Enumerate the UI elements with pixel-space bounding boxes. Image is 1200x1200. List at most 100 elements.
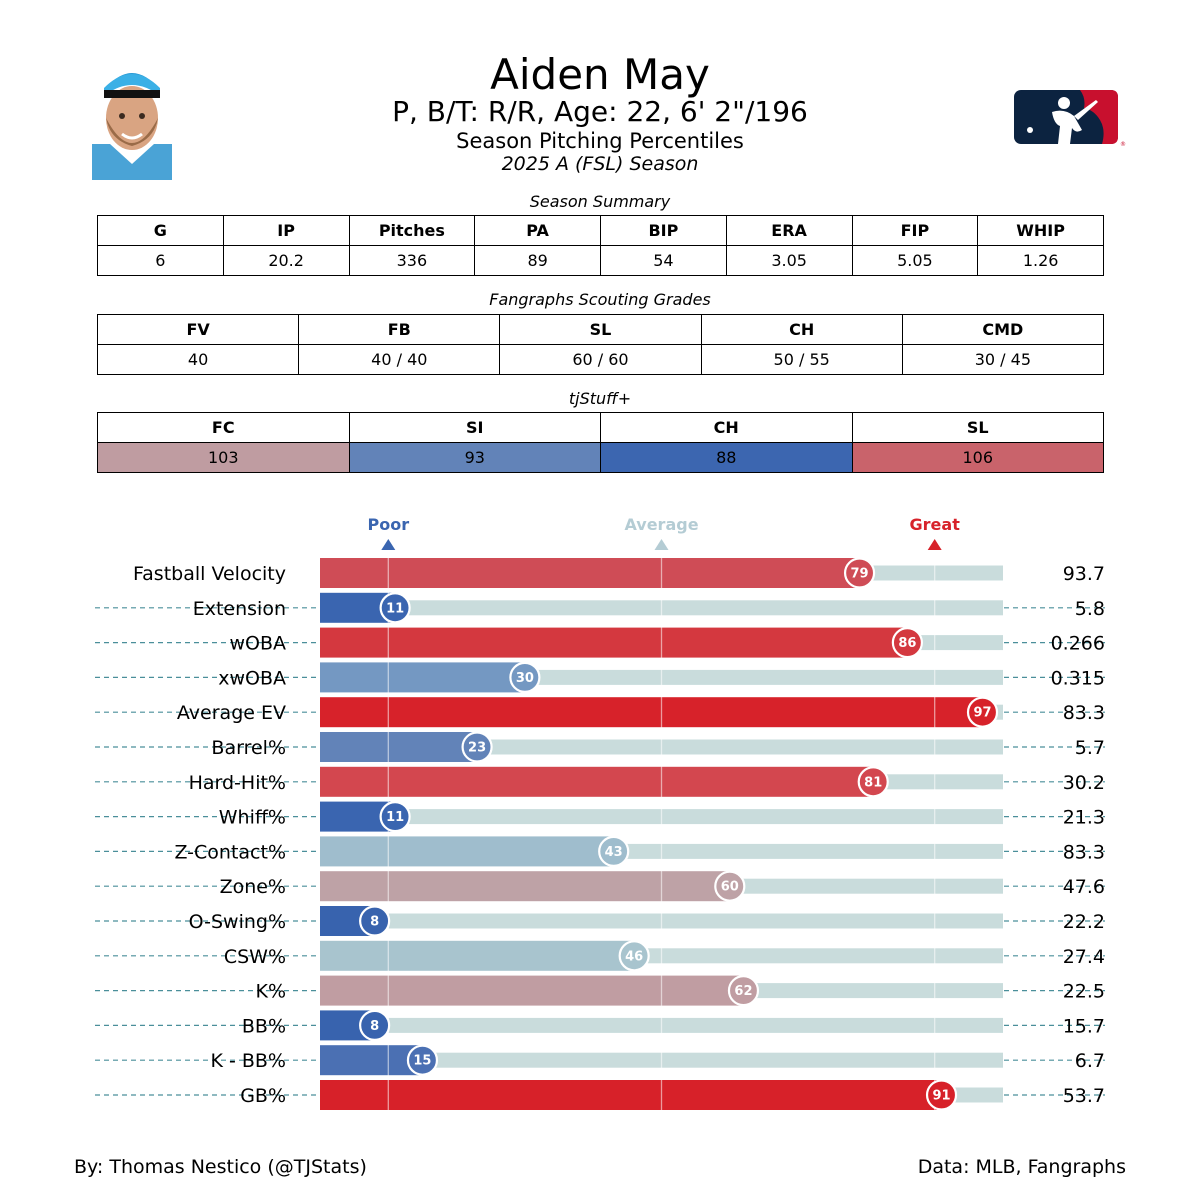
percentile-value: 30 xyxy=(516,671,534,686)
percentile-value: 91 xyxy=(932,1089,950,1104)
scouting-value: 40 / 40 xyxy=(298,344,501,375)
legend-great-label: Great xyxy=(910,515,961,534)
stat-value: 30.2 xyxy=(1063,772,1105,794)
summary-value: 6 xyxy=(97,245,224,276)
percentile-value: 97 xyxy=(973,706,991,721)
tjstuff-value: 93 xyxy=(348,442,601,473)
player-bio: P, B/T: R/R, Age: 22, 6' 2"/196 xyxy=(392,95,808,128)
percentile-value: 79 xyxy=(851,567,869,582)
svg-text:®: ® xyxy=(1120,141,1126,148)
mlb-logo: ® xyxy=(1014,90,1126,148)
scouting-value: 40 xyxy=(96,344,300,375)
scouting-header: FB xyxy=(298,314,501,345)
stat-value: 83.3 xyxy=(1063,841,1105,863)
percentile-circle xyxy=(714,870,746,902)
scouting-header: SL xyxy=(499,314,702,345)
percentile-value: 60 xyxy=(721,880,739,895)
legend-average-marker xyxy=(654,539,669,550)
percentile-value: 15 xyxy=(413,1054,431,1069)
legend-poor-label: Poor xyxy=(367,515,409,534)
percentile-bar xyxy=(320,558,860,588)
season-summary-table: G IP Pitches PA BIP ERA FIP WHIP 6 20.2 … xyxy=(97,215,1104,276)
scouting-header: FV xyxy=(96,314,300,345)
stat-value: 0.315 xyxy=(1051,667,1105,689)
stat-value: 22.2 xyxy=(1063,911,1105,933)
stat-label: K - BB% xyxy=(210,1050,286,1072)
percentile-circle xyxy=(379,592,411,624)
tjstuff-header: SI xyxy=(348,412,601,443)
percentile-value: 86 xyxy=(898,636,916,651)
stat-label: K% xyxy=(255,981,286,1003)
percentile-circle xyxy=(618,940,650,972)
stat-label: Hard-Hit% xyxy=(189,772,286,794)
tjstuff-header: FC xyxy=(97,412,350,443)
stat-value: 93.7 xyxy=(1063,563,1105,585)
player-name: Aiden May xyxy=(490,50,710,99)
scouting-table: FV FB SL CH CMD 40 40 / 40 60 / 60 50 / … xyxy=(96,314,1105,375)
percentile-value: 8 xyxy=(370,1019,379,1034)
percentile-value: 11 xyxy=(386,810,404,825)
stat-label: xwOBA xyxy=(218,667,286,689)
tjstuff-value: 88 xyxy=(600,442,853,473)
scouting-header: CMD xyxy=(901,314,1105,345)
percentile-chart: Poor Average Great Fastball Velocity 93.7 Ext… xyxy=(95,515,1105,1112)
stat-label: Barrel% xyxy=(211,737,286,759)
summary-header: PA xyxy=(474,215,601,246)
stat-value: 6.7 xyxy=(1075,1050,1105,1072)
tjstuff-value: 103 xyxy=(97,442,350,473)
stat-value: 21.3 xyxy=(1063,807,1105,829)
summary-header: IP xyxy=(222,215,350,246)
summary-value: 3.05 xyxy=(725,245,853,276)
scouting-value: 30 / 45 xyxy=(901,344,1105,375)
stat-value: 22.5 xyxy=(1063,981,1105,1003)
percentile-circle xyxy=(843,557,876,589)
author-credit: By: Thomas Nestico (@TJStats) xyxy=(74,1156,367,1178)
chart-subtitle: Season Pitching Percentiles xyxy=(456,129,744,153)
percentile-bar xyxy=(320,940,635,971)
percentile-circle xyxy=(925,1079,958,1111)
percentile-value: 11 xyxy=(386,601,404,616)
data-source: Data: MLB, Fangraphs xyxy=(917,1156,1126,1178)
summary-value: 5.05 xyxy=(851,245,979,276)
percentile-circle xyxy=(598,835,630,867)
percentile-circle xyxy=(379,801,411,833)
scouting-value: 50 / 55 xyxy=(700,344,903,375)
stat-label: CSW% xyxy=(224,946,286,968)
percentile-circle xyxy=(359,1009,391,1042)
percentile-bar xyxy=(320,662,525,693)
percentile-circle xyxy=(727,975,760,1007)
percentile-value: 43 xyxy=(605,845,623,860)
tjstuff-value: 106 xyxy=(851,442,1104,473)
percentile-bar xyxy=(320,871,730,902)
percentile-bar xyxy=(320,732,478,762)
season-summary-title: Season Summary xyxy=(529,192,671,211)
percentile-bar xyxy=(320,1080,942,1110)
summary-header: Pitches xyxy=(348,215,476,246)
percentile-bar xyxy=(320,836,614,867)
scouting-header: CH xyxy=(700,314,903,345)
stat-label: Fastball Velocity xyxy=(133,563,286,585)
summary-header: WHIP xyxy=(977,215,1104,246)
stat-label: Zone% xyxy=(220,876,286,898)
stat-value: 47.6 xyxy=(1063,876,1105,898)
player-headshot xyxy=(90,60,174,180)
percentile-circle xyxy=(461,731,493,763)
summary-value: 20.2 xyxy=(222,245,350,276)
tjstuff-title: tjStuff+ xyxy=(568,389,632,408)
season-label: 2025 A (FSL) Season xyxy=(501,153,699,175)
stat-label: wOBA xyxy=(229,633,286,655)
stat-value: 5.8 xyxy=(1075,598,1105,620)
summary-value: 336 xyxy=(348,245,476,276)
stat-label: Z-Contact% xyxy=(174,841,286,863)
scouting-title: Fangraphs Scouting Grades xyxy=(489,290,711,309)
percentile-value: 8 xyxy=(370,915,379,930)
percentile-value: 23 xyxy=(468,741,486,756)
percentile-value: 46 xyxy=(625,949,643,964)
percentile-circle xyxy=(509,661,541,693)
scouting-value: 60 / 60 xyxy=(499,344,702,375)
summary-header: FIP xyxy=(851,215,979,246)
percentile-bar xyxy=(320,975,744,1006)
stat-value: 83.3 xyxy=(1063,702,1105,724)
stat-label: Average EV xyxy=(177,702,286,724)
legend-average-label: Average xyxy=(624,515,698,534)
